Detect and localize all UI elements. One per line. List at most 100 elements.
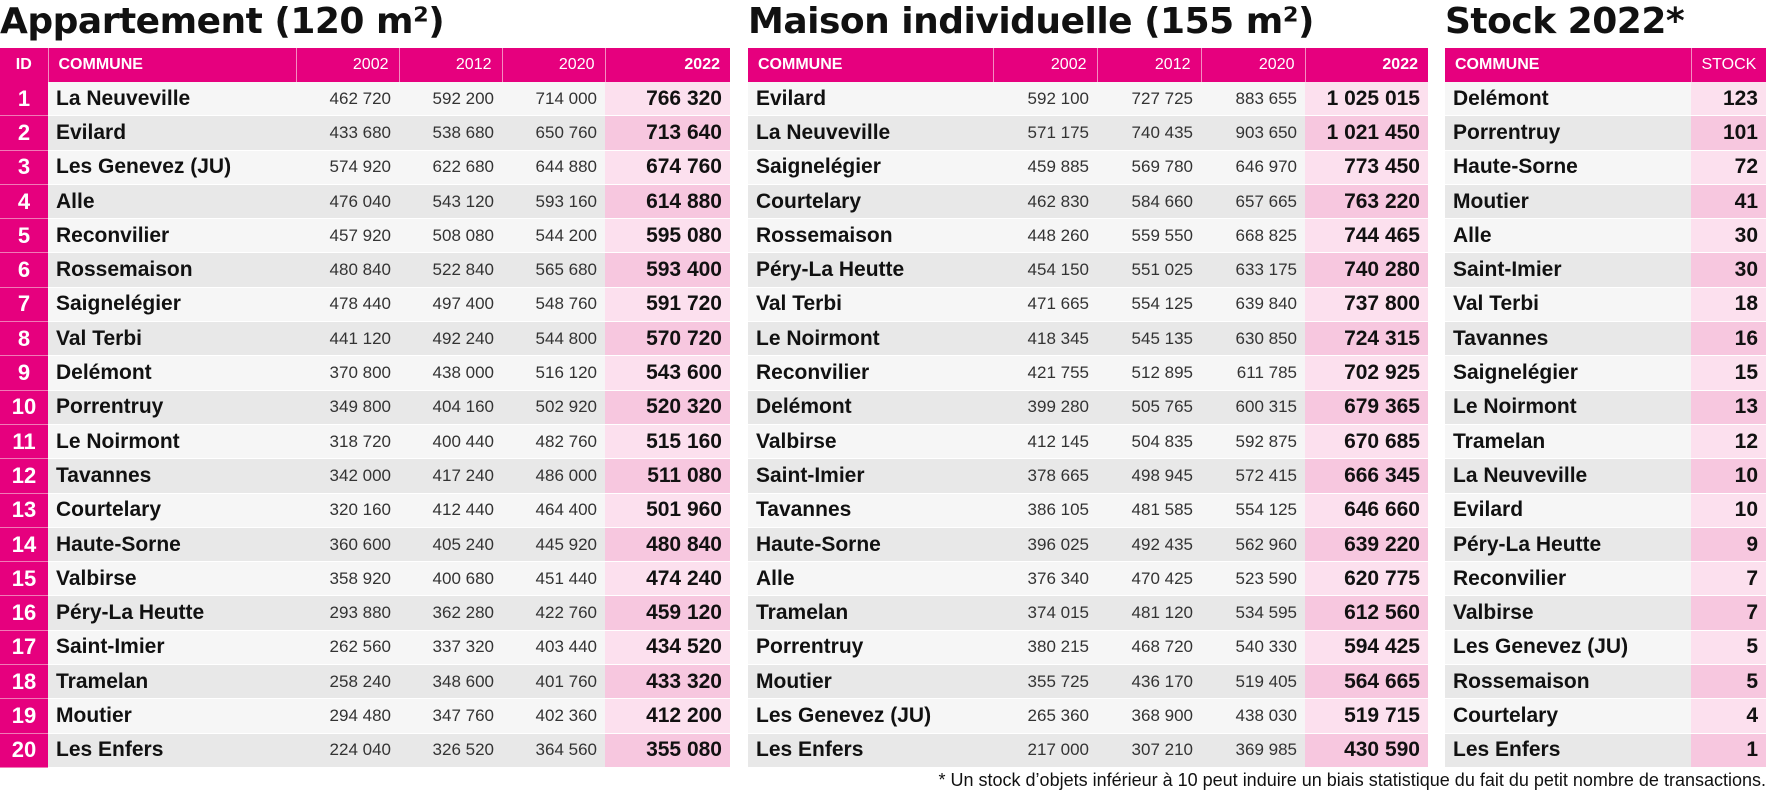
table-row: Saignelégier 459 885 569 780 646 970 773 450: [748, 150, 1428, 185]
price-2002-cell: 441 120: [296, 321, 399, 357]
price-2012-cell: 481 585: [1097, 493, 1201, 528]
commune-cell: Tramelan: [1445, 424, 1691, 460]
price-2020-cell: 402 360: [502, 698, 605, 734]
price-2002-cell: 217 000: [993, 733, 1097, 768]
col-header-2022: 2022: [1305, 48, 1428, 82]
price-2012-cell: 400 440: [399, 424, 502, 460]
price-2020-cell: 883 655: [1201, 82, 1305, 117]
commune-cell: Alle: [48, 184, 296, 220]
price-2020-cell: 534 595: [1201, 595, 1305, 631]
price-2022-cell: 434 520: [605, 630, 730, 666]
table-row: Porrentruy 101: [1445, 115, 1766, 151]
price-2022-cell: 740 280: [1305, 252, 1428, 288]
price-2012-cell: 348 600: [399, 664, 502, 700]
price-2012-cell: 492 435: [1097, 527, 1201, 563]
commune-cell: Le Noirmont: [48, 424, 296, 460]
price-2002-cell: 358 920: [296, 561, 399, 597]
price-2012-cell: 417 240: [399, 458, 502, 494]
price-2002-cell: 471 665: [993, 287, 1097, 323]
price-2022-cell: 646 660: [1305, 493, 1428, 528]
price-2012-cell: 347 760: [399, 698, 502, 734]
table-row: Evilard 592 100 727 725 883 655 1 025 015: [748, 82, 1428, 117]
commune-cell: Delémont: [748, 390, 993, 425]
table-row: 7 Saignelégier 478 440 497 400 548 760 591 72…: [0, 287, 730, 323]
price-2012-cell: 498 945: [1097, 458, 1201, 494]
price-2012-cell: 326 520: [399, 733, 502, 768]
price-2002-cell: 380 215: [993, 630, 1097, 666]
price-2022-cell: 543 600: [605, 355, 730, 391]
commune-cell: Les Genevez (JU): [48, 150, 296, 185]
price-2012-cell: 622 680: [399, 150, 502, 185]
col-header-2012: 2012: [1097, 48, 1202, 82]
price-2022-cell: 515 160: [605, 424, 730, 460]
commune-cell: Haute-Sorne: [48, 527, 296, 563]
price-2002-cell: 396 025: [993, 527, 1097, 563]
price-2022-cell: 595 080: [605, 218, 730, 254]
price-2020-cell: 540 330: [1201, 630, 1305, 666]
price-2020-cell: 593 160: [502, 184, 605, 220]
price-2002-cell: 342 000: [296, 458, 399, 494]
price-2002-cell: 459 885: [993, 150, 1097, 185]
price-2012-cell: 569 780: [1097, 150, 1201, 185]
price-2022-cell: 459 120: [605, 595, 730, 631]
price-2020-cell: 565 680: [502, 252, 605, 288]
price-2012-cell: 468 720: [1097, 630, 1201, 666]
table-row: Val Terbi 18: [1445, 287, 1766, 323]
stock-cell: 123: [1691, 82, 1766, 117]
price-2002-cell: 421 755: [993, 355, 1097, 391]
price-2012-cell: 497 400: [399, 287, 502, 323]
price-2022-cell: 724 315: [1305, 321, 1428, 357]
stock-cell: 5: [1691, 664, 1766, 700]
commune-cell: Tramelan: [48, 664, 296, 700]
stock-cell: 101: [1691, 115, 1766, 151]
price-2020-cell: 554 125: [1201, 493, 1305, 528]
stock-cell: 5: [1691, 630, 1766, 666]
commune-cell: Valbirse: [748, 424, 993, 460]
price-2002-cell: 480 840: [296, 252, 399, 288]
table-row: Delémont 123: [1445, 82, 1766, 117]
commune-cell: Saignelégier: [1445, 355, 1691, 391]
col-header-2020: 2020: [1201, 48, 1306, 82]
price-2022-cell: 612 560: [1305, 595, 1428, 631]
table-row: Alle 30: [1445, 218, 1766, 254]
price-2012-cell: 508 080: [399, 218, 502, 254]
col-header-commune: COMMUNE: [1445, 48, 1692, 82]
rank-cell: 19: [0, 698, 48, 734]
price-2020-cell: 369 985: [1201, 733, 1305, 768]
col-header-2022: 2022: [605, 48, 730, 82]
maison-panel: Maison individuelle (155 m²) COMMUNE 200…: [748, 0, 1428, 768]
price-2002-cell: 360 600: [296, 527, 399, 563]
commune-cell: Moutier: [748, 664, 993, 700]
commune-cell: Valbirse: [1445, 595, 1691, 631]
price-2022-cell: 614 880: [605, 184, 730, 220]
price-2020-cell: 562 960: [1201, 527, 1305, 563]
price-2012-cell: 492 240: [399, 321, 502, 357]
price-2022-cell: 433 320: [605, 664, 730, 700]
price-2022-cell: 511 080: [605, 458, 730, 494]
table-row: Moutier 41: [1445, 184, 1766, 220]
commune-cell: La Neuveville: [48, 82, 296, 117]
commune-cell: Rossemaison: [1445, 664, 1691, 700]
stock-cell: 30: [1691, 218, 1766, 254]
price-2002-cell: 574 920: [296, 150, 399, 185]
rank-cell: 10: [0, 390, 48, 425]
stock-cell: 13: [1691, 390, 1766, 425]
price-2012-cell: 504 835: [1097, 424, 1201, 460]
price-2020-cell: 438 030: [1201, 698, 1305, 734]
price-2020-cell: 668 825: [1201, 218, 1305, 254]
price-2002-cell: 448 260: [993, 218, 1097, 254]
stock-table: COMMUNE STOCK Delémont 123 Porrentruy 101 Ha…: [1445, 48, 1766, 768]
price-2002-cell: 457 920: [296, 218, 399, 254]
maison-title: Maison individuelle (155 m²): [748, 1, 1314, 42]
rank-cell: 3: [0, 150, 48, 185]
table-row: Les Enfers 1: [1445, 733, 1766, 768]
rank-cell: 9: [0, 355, 48, 391]
price-2022-cell: 519 715: [1305, 698, 1428, 734]
table-row: Courtelary 462 830 584 660 657 665 763 220: [748, 184, 1428, 220]
price-2020-cell: 482 760: [502, 424, 605, 460]
price-2022-cell: 773 450: [1305, 150, 1428, 185]
price-2002-cell: 258 240: [296, 664, 399, 700]
price-2020-cell: 611 785: [1201, 355, 1305, 391]
price-2002-cell: 386 105: [993, 493, 1097, 528]
stock-title: Stock 2022*: [1445, 1, 1685, 42]
